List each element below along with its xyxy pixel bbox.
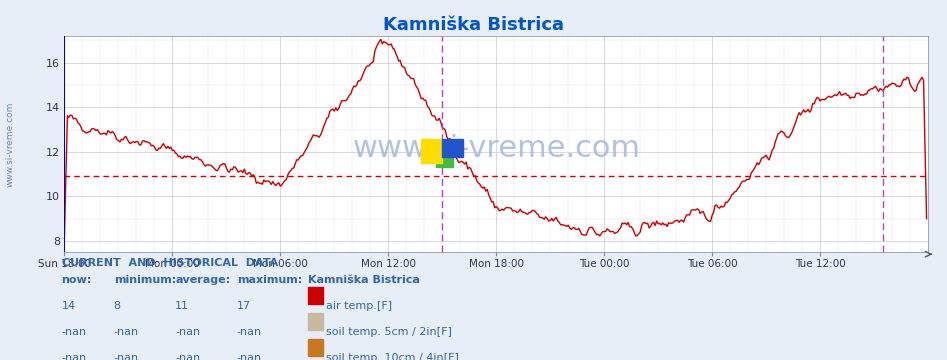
Text: 8: 8 bbox=[114, 301, 121, 311]
Text: CURRENT  AND  HISTORICAL  DATA: CURRENT AND HISTORICAL DATA bbox=[62, 258, 277, 268]
Text: 17: 17 bbox=[237, 301, 251, 311]
Text: -nan: -nan bbox=[62, 353, 87, 360]
Text: 11: 11 bbox=[175, 301, 189, 311]
Text: -nan: -nan bbox=[237, 327, 262, 337]
Text: -nan: -nan bbox=[175, 353, 201, 360]
Text: -nan: -nan bbox=[114, 327, 139, 337]
Text: 14: 14 bbox=[62, 301, 76, 311]
Text: soil temp. 10cm / 4in[F]: soil temp. 10cm / 4in[F] bbox=[326, 353, 458, 360]
Text: -nan: -nan bbox=[62, 327, 87, 337]
Text: minimum:: minimum: bbox=[114, 275, 176, 285]
Text: -nan: -nan bbox=[237, 353, 262, 360]
Text: now:: now: bbox=[62, 275, 92, 285]
Text: -nan: -nan bbox=[114, 353, 139, 360]
Text: average:: average: bbox=[175, 275, 230, 285]
Text: soil temp. 5cm / 2in[F]: soil temp. 5cm / 2in[F] bbox=[326, 327, 452, 337]
Text: air temp.[F]: air temp.[F] bbox=[326, 301, 392, 311]
Text: Kamniška Bistrica: Kamniška Bistrica bbox=[383, 16, 564, 34]
Text: maximum:: maximum: bbox=[237, 275, 302, 285]
Text: www.si-vreme.com: www.si-vreme.com bbox=[6, 101, 15, 187]
Text: www.si-vreme.com: www.si-vreme.com bbox=[352, 134, 640, 163]
Text: -nan: -nan bbox=[175, 327, 201, 337]
Text: Kamniška Bistrica: Kamniška Bistrica bbox=[308, 275, 420, 285]
